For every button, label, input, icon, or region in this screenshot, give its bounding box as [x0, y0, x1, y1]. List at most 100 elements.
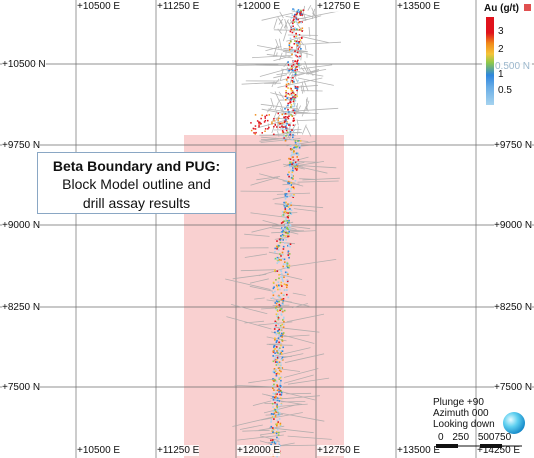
drill-trace [277, 28, 282, 35]
assay-intercept [294, 145, 297, 147]
assay-intercept [280, 353, 283, 355]
globe-icon[interactable] [503, 412, 525, 434]
assay-intercept [290, 92, 293, 95]
assay-intercept [295, 54, 297, 57]
assay-intercept [286, 195, 288, 198]
assay-intercept [285, 274, 288, 277]
drill-trace [269, 427, 314, 434]
assay-intercept [280, 269, 282, 272]
assay-intercept [284, 108, 286, 110]
assay-intercept [273, 346, 275, 348]
assay-intercept [278, 122, 280, 124]
assay-intercept [272, 360, 275, 363]
drill-trace [274, 114, 281, 122]
assay-intercept [288, 231, 290, 233]
assay-intercept [288, 227, 291, 230]
assay-intercept [276, 240, 278, 242]
assay-intercept [293, 150, 295, 153]
assay-intercept [288, 111, 290, 113]
assay-intercept [275, 368, 278, 371]
assay-intercept [293, 160, 295, 163]
assay-intercept [263, 121, 266, 123]
assay-intercept [278, 431, 280, 434]
drill-trace [250, 176, 279, 186]
assay-intercept [291, 81, 294, 84]
assay-intercept [285, 284, 288, 286]
assay-intercept [278, 418, 281, 420]
assay-intercept [282, 265, 284, 268]
assay-intercept [275, 364, 278, 366]
assay-intercept [284, 195, 287, 197]
assay-intercept [288, 235, 290, 238]
assay-intercept [278, 294, 280, 297]
assay-intercept [284, 242, 286, 244]
assay-intercept [268, 126, 270, 129]
assay-intercept [281, 350, 284, 352]
assay-intercept [274, 290, 276, 293]
assay-intercept [300, 13, 303, 15]
assay-intercept [283, 276, 285, 278]
drill-trace [261, 136, 277, 139]
scale-bar-labels: 0 250 500750 [438, 432, 511, 443]
assay-intercept [290, 209, 293, 212]
drill-trace [277, 403, 308, 407]
assay-intercept [272, 355, 274, 357]
assay-intercept [283, 289, 286, 292]
drill-trace [306, 107, 309, 112]
assay-intercept [256, 120, 259, 122]
assay-intercept [288, 182, 291, 185]
drill-trace [279, 24, 284, 31]
assay-intercept [274, 320, 277, 323]
assay-intercept [295, 152, 298, 155]
scale-label: 250 [452, 432, 470, 443]
assay-intercept [292, 120, 295, 122]
assay-intercept [281, 386, 283, 389]
assay-intercept [292, 169, 294, 172]
assay-intercept [293, 129, 295, 132]
northing-label-left: +9750 N [2, 140, 41, 151]
assay-intercept [300, 21, 302, 24]
assay-intercept [289, 30, 292, 33]
assay-intercept [291, 151, 293, 154]
assay-intercept [291, 97, 294, 99]
assay-intercept [284, 271, 287, 274]
drill-trace [273, 45, 278, 57]
assay-intercept [285, 193, 288, 195]
assay-intercept [274, 348, 277, 350]
drill-trace [276, 71, 300, 75]
assay-intercept [286, 221, 289, 224]
assay-intercept [290, 99, 292, 101]
assay-intercept [294, 180, 297, 182]
assay-intercept [285, 230, 288, 233]
drill-trace [275, 326, 320, 333]
assay-intercept [285, 210, 288, 212]
assay-intercept [286, 265, 289, 267]
drill-trace [276, 122, 292, 126]
assay-intercept [273, 328, 276, 330]
assay-intercept [288, 69, 290, 72]
close-icon[interactable] [524, 4, 531, 11]
assay-intercept [289, 223, 291, 226]
assay-intercept [278, 277, 280, 280]
assay-intercept [298, 34, 301, 36]
assay-intercept [289, 163, 292, 165]
assay-intercept [276, 423, 279, 426]
drill-trace [241, 82, 277, 85]
drill-trace [251, 227, 272, 233]
assay-intercept [291, 171, 294, 173]
assay-intercept [292, 117, 295, 120]
drill-trace [274, 101, 279, 111]
assay-intercept [276, 399, 279, 402]
assay-intercept [296, 68, 298, 71]
assay-intercept [293, 146, 295, 149]
drill-trace [299, 178, 316, 180]
assay-intercept [293, 43, 296, 45]
assay-intercept [277, 352, 279, 354]
assay-intercept [280, 235, 282, 237]
assay-intercept [292, 29, 295, 31]
assay-intercept [284, 196, 287, 199]
assay-intercept [286, 284, 288, 286]
assay-intercept [275, 333, 278, 336]
northing-label-right: +8250 N [494, 302, 533, 313]
